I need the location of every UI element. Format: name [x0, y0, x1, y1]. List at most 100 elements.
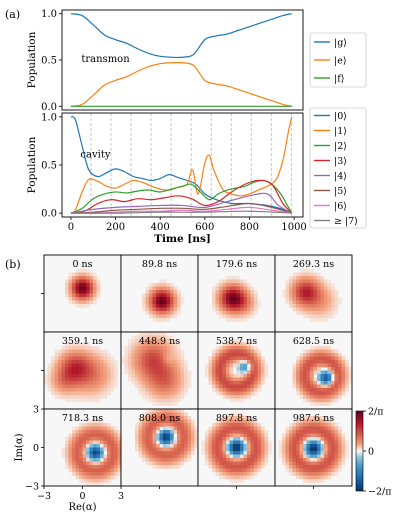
- wigner-pixel: [341, 444, 346, 448]
- wigner-pixel: [247, 342, 251, 347]
- wigner-pixel: [254, 370, 258, 375]
- wigner-pixel: [338, 353, 342, 357]
- wigner-pixel: [310, 468, 314, 473]
- wigner-pixel: [226, 276, 230, 280]
- wigner-pixel: [100, 423, 104, 427]
- wigner-pixel: [96, 283, 101, 287]
- wigner-pixel: [103, 440, 108, 445]
- wigner-pixel: [250, 468, 255, 473]
- wigner-pixel: [117, 444, 122, 448]
- wigner-pixel: [86, 276, 90, 280]
- wigner-pixel: [205, 433, 209, 438]
- wigner-pixel: [212, 360, 216, 364]
- wigner-pixel: [184, 367, 188, 371]
- wigner-pixel: [180, 370, 185, 375]
- wigner-pixel: [320, 356, 325, 361]
- wigner-time-label: 808.0 ns: [139, 413, 180, 424]
- wigner-pixel: [236, 388, 241, 392]
- wigner-pixel: [215, 353, 220, 357]
- wigner-pixel: [320, 318, 325, 322]
- x-tick-label: 1000: [281, 222, 306, 233]
- wigner-pixel: [65, 454, 69, 459]
- wigner-pixel: [320, 423, 325, 427]
- wigner-pixel: [89, 423, 94, 427]
- wigner-pixel: [229, 311, 234, 315]
- wigner-pixel: [131, 335, 136, 340]
- wigner-pixel: [170, 423, 174, 427]
- wigner-pixel: [191, 447, 195, 452]
- wigner-pixel: [145, 335, 150, 340]
- wigner-pixel: [86, 447, 90, 452]
- wigner-pixel: [303, 297, 307, 301]
- y-axis-label: Population: [26, 31, 38, 88]
- wigner-pixel: [264, 454, 269, 459]
- wigner-pixel: [285, 290, 290, 294]
- wigner-pixel: [163, 293, 167, 298]
- wigner-pixel: [299, 440, 304, 445]
- wigner-pixel: [338, 465, 342, 469]
- wigner-pixel: [219, 475, 223, 480]
- wigner-pixel: [254, 437, 258, 441]
- wigner-pixel: [107, 444, 111, 448]
- wigner-pixel: [89, 440, 94, 445]
- wigner-pixel: [310, 475, 314, 480]
- wigner-pixel: [292, 363, 297, 368]
- wigner-pixel: [156, 335, 160, 340]
- wigner-pixel: [159, 279, 164, 284]
- wigner-pixel: [170, 374, 174, 378]
- wigner-pixel: [222, 388, 227, 392]
- wigner-pixel: [61, 349, 66, 354]
- wigner-pixel: [75, 279, 80, 284]
- wigner-pixel: [226, 465, 230, 469]
- wigner-pixel: [229, 356, 234, 361]
- wigner-pixel: [75, 276, 80, 280]
- wigner-pixel: [79, 349, 83, 354]
- wigner-pixel: [170, 335, 174, 340]
- wigner-pixel: [75, 363, 80, 368]
- wigner-pixel: [142, 346, 146, 350]
- wigner-pixel: [345, 377, 349, 382]
- wigner-pixel: [75, 342, 80, 347]
- wigner-pixel: [222, 395, 227, 399]
- wigner-pixel: [338, 440, 342, 445]
- wigner-pixel: [243, 461, 248, 466]
- wigner-pixel: [177, 395, 181, 399]
- wigner-pixel: [100, 461, 104, 466]
- wigner-pixel: [184, 370, 188, 375]
- wigner-pixel: [96, 465, 101, 469]
- wigner-pixel: [180, 384, 185, 389]
- wigner-pixel: [282, 437, 286, 441]
- wigner-pixel: [142, 307, 146, 312]
- wigner-pixel: [72, 342, 76, 347]
- wigner-pixel: [285, 468, 290, 473]
- wigner-pixel: [180, 447, 185, 452]
- wigner-pixel: [222, 391, 227, 396]
- wigner-pixel: [156, 437, 160, 441]
- wigner-pixel: [75, 430, 80, 434]
- wigner-pixel: [93, 367, 97, 371]
- wigner-pixel: [233, 398, 237, 403]
- wigner-pixel: [285, 454, 290, 459]
- wigner-pixel: [93, 479, 97, 483]
- wigner-pixel: [219, 454, 223, 459]
- wigner-pixel: [145, 363, 150, 368]
- wigner-pixel: [310, 349, 314, 354]
- wigner-pixel: [184, 423, 188, 427]
- wigner-pixel: [292, 440, 297, 445]
- wigner-pixel: [212, 293, 216, 298]
- wigner-pixel: [219, 444, 223, 448]
- wigner-pixel: [163, 433, 167, 438]
- wigner-pixel: [159, 433, 164, 438]
- wigner-pixel: [250, 360, 255, 364]
- wigner-pixel: [222, 440, 227, 445]
- wigner-pixel: [292, 304, 297, 308]
- wigner-pixel: [93, 381, 97, 385]
- wigner-pixel: [149, 419, 153, 424]
- wigner-pixel: [103, 465, 108, 469]
- wigner-pixel: [226, 356, 230, 361]
- wigner-pixel: [100, 353, 104, 357]
- wigner-pixel: [152, 374, 157, 378]
- wigner-pixel: [219, 461, 223, 466]
- wigner-pixel: [173, 314, 178, 319]
